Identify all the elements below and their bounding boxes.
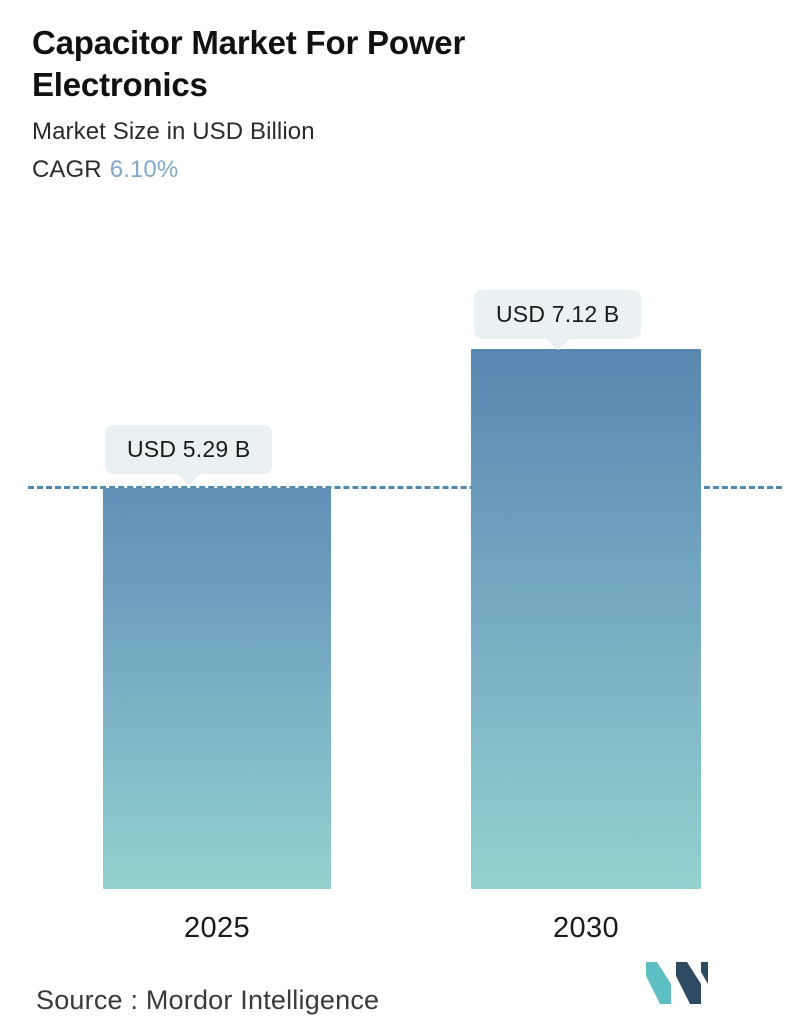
cagr-value: 6.10% — [109, 156, 179, 184]
cagr-annotation: CAGR 6.10% — [32, 156, 772, 184]
data-label-2025: USD 5.29 B — [105, 425, 273, 474]
data-label-2030: USD 7.12 B — [474, 290, 642, 339]
source-caption: Source : Mordor Intelligence — [36, 985, 380, 1015]
x-tick-label-2025: 2025 — [183, 912, 251, 944]
mordor-intelligence-logo-icon — [646, 962, 708, 1004]
cagr-label: CAGR — [32, 156, 102, 184]
bar-2025 — [103, 488, 331, 889]
chart-subtitle: Market Size in USD Billion — [32, 118, 315, 146]
plot-area: USD 5.29 B USD 7.12 B 2025 2030 — [0, 250, 796, 950]
bar-2030 — [471, 349, 701, 889]
x-tick-label-2030: 2030 — [552, 912, 620, 944]
page-title: Capacitor Market For Power Electronics — [32, 24, 466, 104]
chart-header: Capacitor Market For Power Electronics M… — [32, 22, 772, 184]
reference-line — [28, 486, 782, 489]
